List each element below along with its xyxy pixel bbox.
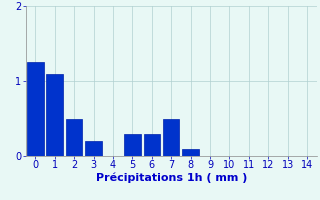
Bar — [85, 141, 102, 156]
Bar — [144, 134, 160, 156]
Bar — [27, 62, 44, 156]
Bar — [182, 148, 199, 156]
X-axis label: Précipitations 1h ( mm ): Précipitations 1h ( mm ) — [95, 173, 247, 183]
Bar — [46, 73, 63, 156]
Bar — [66, 118, 82, 156]
Bar — [124, 134, 140, 156]
Bar — [163, 118, 180, 156]
